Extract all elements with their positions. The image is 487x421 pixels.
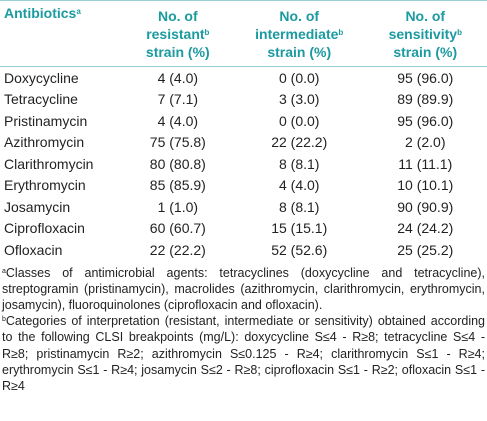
- superscript: a: [76, 7, 81, 16]
- table-row: Clarithromycin 80 (80.8) 8 (8.1) 11 (11.1): [0, 153, 487, 175]
- antibiotic-name: Josamycin: [0, 196, 121, 218]
- superscript: b: [204, 27, 210, 37]
- cell: 0 (0.0): [234, 66, 364, 89]
- header-text: No. of: [157, 7, 198, 24]
- header-row: Antibioticsa No. of resistantb strain (%) No…: [0, 0, 487, 67]
- header-text: Antibiotics: [4, 5, 77, 21]
- table: Antibioticsa No. of resistantb strain (%) No…: [0, 0, 487, 261]
- antibiotic-name: Tetracycline: [0, 88, 121, 110]
- footnote-text: Categories of interpretation (resistant,…: [2, 314, 485, 393]
- cell: 10 (10.1): [363, 174, 487, 196]
- cell: 11 (11.1): [363, 153, 487, 175]
- footnote: aClasses of antimicrobial agents: tetrac…: [2, 265, 485, 314]
- cell: 8 (8.1): [234, 153, 364, 175]
- header-cell: Antibioticsa: [0, 0, 121, 67]
- cell: 0 (0.0): [234, 110, 364, 132]
- antibiotic-name: Ciprofloxacin: [0, 217, 121, 239]
- cell: 2 (2.0): [363, 131, 487, 153]
- cell: 95 (96.0): [363, 66, 487, 89]
- cell: 24 (24.2): [363, 217, 487, 239]
- header-cell: No. of resistantb strain (%): [120, 0, 235, 67]
- superscript: b: [338, 27, 344, 37]
- table-row: Tetracycline 7 (7.1) 3 (3.0) 89 (89.9): [0, 88, 487, 110]
- table-row: Doxycycline 4 (4.0) 0 (0.0) 95 (96.0): [0, 66, 487, 89]
- antibiotic-name: Ofloxacin: [0, 239, 121, 261]
- cell: 52 (52.6): [234, 239, 364, 261]
- cell: 89 (89.9): [363, 88, 487, 110]
- header-text: No. of: [405, 7, 446, 24]
- cell: 95 (96.0): [363, 110, 487, 132]
- cell: 4 (4.0): [234, 174, 364, 196]
- header-text: No. of: [279, 7, 320, 24]
- table-row: Erythromycin 85 (85.9) 4 (4.0) 10 (10.1): [0, 174, 487, 196]
- header-text: intermediate: [255, 25, 339, 42]
- superscript: b: [2, 316, 6, 324]
- header-text: strain (%): [393, 43, 458, 60]
- table-row: Ofloxacin 22 (22.2) 52 (52.6) 25 (25.2): [0, 239, 487, 261]
- cell: 22 (22.2): [234, 131, 364, 153]
- header-text: sensitivity: [388, 25, 458, 42]
- footnote: bCategories of interpretation (resistant…: [2, 313, 485, 394]
- cell: 85 (85.9): [120, 174, 235, 196]
- table-row: Azithromycin 75 (75.8) 22 (22.2) 2 (2.0): [0, 131, 487, 153]
- header-text: resistant: [146, 25, 205, 42]
- table-row: Pristinamycin 4 (4.0) 0 (0.0) 95 (96.0): [0, 110, 487, 132]
- footnote-text: Classes of antimicrobial agents: tetracy…: [2, 265, 485, 312]
- cell: 15 (15.1): [234, 217, 364, 239]
- header-text: strain (%): [267, 43, 332, 60]
- cell: 75 (75.8): [120, 131, 235, 153]
- antibiotic-name: Doxycycline: [0, 66, 121, 89]
- cell: 4 (4.0): [120, 66, 235, 89]
- cell: 60 (60.7): [120, 217, 235, 239]
- cell: 25 (25.2): [363, 239, 487, 261]
- antibiotic-name: Azithromycin: [0, 131, 121, 153]
- antibiotic-name: Clarithromycin: [0, 153, 121, 175]
- superscript: b: [457, 27, 462, 37]
- table-row: Ciprofloxacin 60 (60.7) 15 (15.1) 24 (24.2): [0, 217, 487, 239]
- cell: 4 (4.0): [120, 110, 235, 132]
- cell: 8 (8.1): [234, 196, 364, 218]
- header-text: strain (%): [145, 43, 210, 60]
- cell: 90 (90.9): [363, 196, 487, 218]
- antibiotic-name: Pristinamycin: [0, 110, 121, 132]
- cell: 7 (7.1): [120, 88, 235, 110]
- table-body: Doxycycline 4 (4.0) 0 (0.0) 95 (96.0) Tetrac…: [0, 66, 487, 261]
- cell: 1 (1.0): [120, 196, 235, 218]
- cell: 3 (3.0): [234, 88, 364, 110]
- header-cell: No. of sensitivityb strain (%): [363, 0, 487, 67]
- superscript: a: [2, 267, 6, 275]
- header-cell: No. of intermediateb strain (%): [234, 0, 364, 67]
- table-row: Josamycin 1 (1.0) 8 (8.1) 90 (90.9): [0, 196, 487, 218]
- cell: 22 (22.2): [120, 239, 235, 261]
- antibiotic-name: Erythromycin: [0, 174, 121, 196]
- footnotes: aClasses of antimicrobial agents: tetrac…: [0, 261, 487, 395]
- cell: 80 (80.8): [120, 153, 235, 175]
